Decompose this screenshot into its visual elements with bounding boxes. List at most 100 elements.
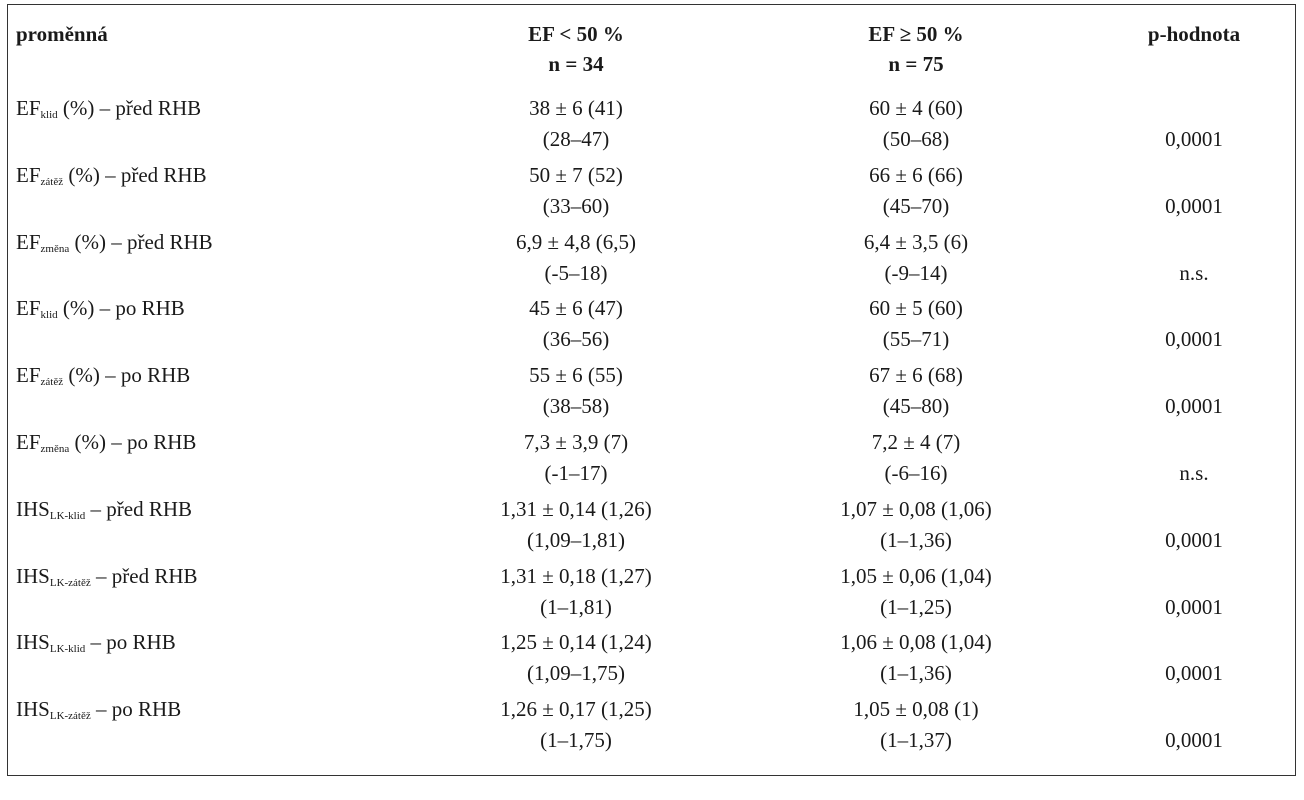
ef-low-range: (28–47) xyxy=(542,127,610,151)
p-value-cell: 0,0001 xyxy=(1086,360,1286,427)
ef-high-cell: 60 ± 4 (60) (50–68) xyxy=(746,93,1086,160)
variable-base: EF xyxy=(16,162,41,187)
ef-low-cell: 50 ± 7 (52) (33–60) xyxy=(406,160,746,227)
ef-low-range: (36–56) xyxy=(542,327,610,352)
ef-low-range: (38–58) xyxy=(542,394,610,419)
table-row: IHSLK-zátěž – po RHB 1,26 ± 0,17 (1,25) (… xyxy=(16,694,1286,761)
p-value: 0,0001 xyxy=(1165,327,1223,352)
ef-high-cell: 60 ± 5 (60) (55–71) xyxy=(746,293,1086,360)
ef-low-cell: 7,3 ± 3,9 (7) (-1–17) xyxy=(406,427,746,494)
ef-high-cell: 1,06 ± 0,08 (1,04) (1–1,36) xyxy=(746,627,1086,694)
variable-cell: EFklid (%) – před RHB xyxy=(16,93,406,160)
variable-cell: EFklid (%) – po RHB xyxy=(16,293,406,360)
header-row: proměnná EF < 50 % n = 34 EF ≥ 50 % n = … xyxy=(16,19,1286,93)
ef-high-cell: 67 ± 6 (68) (45–80) xyxy=(746,360,1086,427)
table-row: IHSLK-klid – před RHB 1,31 ± 0,14 (1,26)… xyxy=(16,494,1286,561)
variable-rest: – před RHB xyxy=(85,496,193,521)
ef-low-mean: 50 ± 7 (52) xyxy=(529,162,623,187)
variable-rest: (%) – před RHB xyxy=(69,229,213,254)
ef-low-cell: 45 ± 6 (47) (36–56) xyxy=(406,293,746,360)
p-value-cell: 0,0001 xyxy=(1086,494,1286,561)
ef-high-mean: 66 ± 6 (66) xyxy=(869,162,963,187)
variable-base: EF xyxy=(16,229,41,254)
header-ef-high: EF ≥ 50 % n = 75 xyxy=(746,19,1086,93)
header-ef-high-label: EF ≥ 50 % xyxy=(868,22,964,46)
variable-base: EF xyxy=(16,429,41,454)
header-variable: proměnná xyxy=(16,22,108,46)
ef-high-range: (45–80) xyxy=(882,394,950,419)
p-value-cell: n.s. xyxy=(1086,227,1286,294)
p-value: n.s. xyxy=(1179,260,1209,285)
variable-subscript: LK-zátěž xyxy=(49,576,91,589)
ef-low-cell: 1,31 ± 0,14 (1,26) (1,09–1,81) xyxy=(406,494,746,561)
p-value: 0,0001 xyxy=(1165,527,1223,552)
table-row: EFklid (%) – před RHB 38 ± 6 (41) (28–47)… xyxy=(16,93,1286,160)
p-value-cell: 0,0001 xyxy=(1086,694,1286,761)
variable-cell: EFzátěž (%) – po RHB xyxy=(16,360,406,427)
variable-rest: (%) – po RHB xyxy=(57,296,185,321)
ef-high-mean: 1,05 ± 0,08 (1) xyxy=(853,697,979,722)
variable-base: IHS xyxy=(16,630,50,655)
ef-low-range: (-1–17) xyxy=(544,460,608,485)
ef-high-mean: 60 ± 5 (60) xyxy=(869,296,963,321)
p-value: 0,0001 xyxy=(1165,193,1223,218)
ef-high-range: (1–1,36) xyxy=(880,661,952,686)
table-row: EFzátěž (%) – před RHB 50 ± 7 (52) (33–60… xyxy=(16,160,1286,227)
variable-rest: – po RHB xyxy=(90,697,182,722)
ef-low-range: (1,09–1,81) xyxy=(527,527,625,552)
ef-high-cell: 1,05 ± 0,08 (1) (1–1,37) xyxy=(746,694,1086,761)
ef-high-mean: 1,05 ± 0,06 (1,04) xyxy=(840,563,992,588)
variable-subscript: LK-klid xyxy=(49,509,86,522)
variable-subscript: klid xyxy=(40,109,58,121)
ef-high-range: (1–1,25) xyxy=(880,594,952,619)
p-value-cell: 0,0001 xyxy=(1086,627,1286,694)
p-value: 0,0001 xyxy=(1165,728,1223,753)
variable-rest: (%) – po RHB xyxy=(63,363,191,388)
variable-base: EF xyxy=(16,296,41,321)
p-value-cell: 0,0001 xyxy=(1086,293,1286,360)
ef-low-range: (33–60) xyxy=(542,193,610,218)
table-row: EFklid (%) – po RHB 45 ± 6 (47) (36–56) 6… xyxy=(16,293,1286,360)
ef-low-mean: 7,3 ± 3,9 (7) xyxy=(523,429,629,454)
ef-low-cell: 55 ± 6 (55) (38–58) xyxy=(406,360,746,427)
variable-cell: EFzměna (%) – po RHB xyxy=(16,427,406,494)
variable-subscript: změna xyxy=(40,242,70,255)
header-p-value: p-hodnota xyxy=(1147,22,1241,46)
p-value: 0,0001 xyxy=(1165,661,1223,686)
p-value: 0,0001 xyxy=(1165,594,1223,619)
variable-cell: EFzměna (%) – před RHB xyxy=(16,227,406,294)
p-value: 0,0001 xyxy=(1165,394,1223,419)
results-table: proměnná EF < 50 % n = 34 EF ≥ 50 % n = … xyxy=(16,19,1286,761)
header-ef-low-label: EF < 50 % xyxy=(528,22,624,46)
ef-low-mean: 45 ± 6 (47) xyxy=(529,296,623,321)
ef-low-mean: 6,9 ± 4,8 (6,5) xyxy=(515,229,636,254)
ef-low-cell: 6,9 ± 4,8 (6,5) (-5–18) xyxy=(406,227,746,294)
variable-rest: – před RHB xyxy=(90,563,198,588)
variable-cell: IHSLK-zátěž – před RHB xyxy=(16,561,406,628)
ef-low-cell: 1,26 ± 0,17 (1,25) (1–1,75) xyxy=(406,694,746,761)
ef-high-mean: 67 ± 6 (68) xyxy=(869,363,963,388)
variable-rest: (%) – před RHB xyxy=(57,96,202,120)
ef-high-range: (-6–16) xyxy=(884,460,948,485)
p-value-cell: n.s. xyxy=(1086,427,1286,494)
ef-high-range: (55–71) xyxy=(882,327,950,352)
p-value-cell: 0,0001 xyxy=(1086,93,1286,160)
ef-high-cell: 66 ± 6 (66) (45–70) xyxy=(746,160,1086,227)
ef-low-range: (1,09–1,75) xyxy=(527,661,625,686)
ef-high-mean: 1,06 ± 0,08 (1,04) xyxy=(840,630,992,655)
variable-base: IHS xyxy=(16,496,50,521)
table-row: EFzměna (%) – po RHB 7,3 ± 3,9 (7) (-1–17… xyxy=(16,427,1286,494)
header-ef-low-n: n = 34 xyxy=(548,52,604,76)
p-value: n.s. xyxy=(1179,460,1209,485)
variable-base: IHS xyxy=(16,697,50,722)
table-row: IHSLK-zátěž – před RHB 1,31 ± 0,18 (1,27… xyxy=(16,561,1286,628)
ef-high-range: (45–70) xyxy=(882,193,950,218)
variable-cell: EFzátěž (%) – před RHB xyxy=(16,160,406,227)
ef-low-mean: 1,31 ± 0,18 (1,27) xyxy=(500,563,652,588)
variable-subscript: změna xyxy=(40,442,70,455)
variable-subscript: zátěž xyxy=(40,175,64,188)
ef-low-mean: 55 ± 6 (55) xyxy=(529,363,623,388)
ef-high-cell: 6,4 ± 3,5 (6) (-9–14) xyxy=(746,227,1086,294)
ef-low-range: (1–1,81) xyxy=(540,594,612,619)
ef-high-range: (1–1,37) xyxy=(880,728,952,753)
